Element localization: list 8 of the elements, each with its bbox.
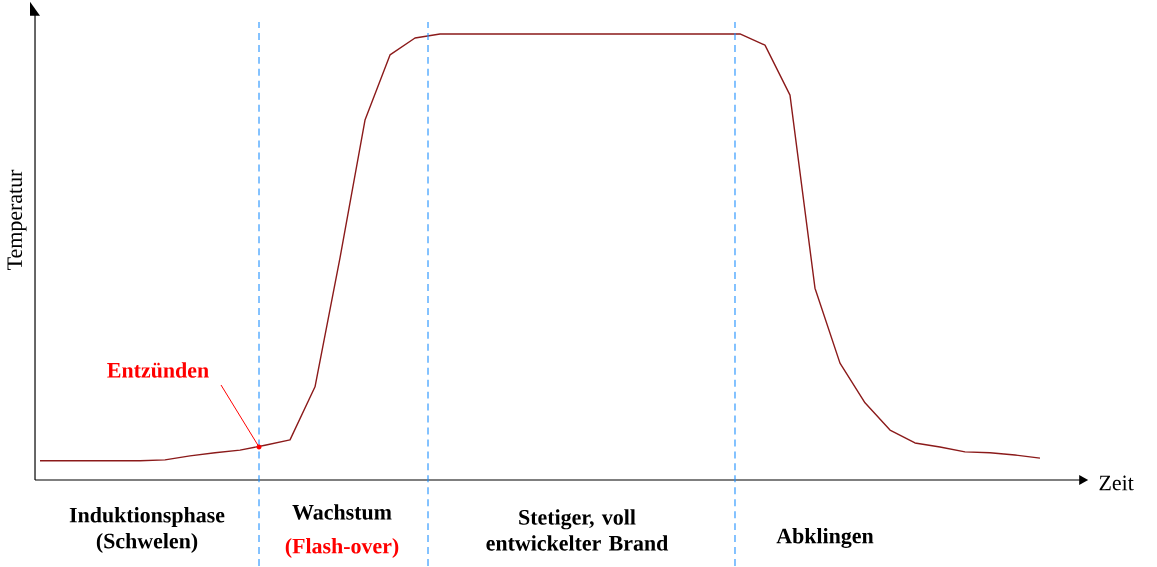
text: Induktionsphase (Schwelen): [69, 507, 225, 554]
text: Abklingen: [776, 528, 874, 549]
text: Stetiger, voll entwickelter Brand: [486, 509, 669, 551]
annotation: Entzünden: [107, 362, 209, 378]
text: (Flash-over): [285, 538, 399, 559]
text: Wachstum: [292, 504, 392, 520]
x-axis-title: Zeit: [1099, 475, 1134, 491]
y-axis-title: Temperatur: [7, 170, 27, 271]
